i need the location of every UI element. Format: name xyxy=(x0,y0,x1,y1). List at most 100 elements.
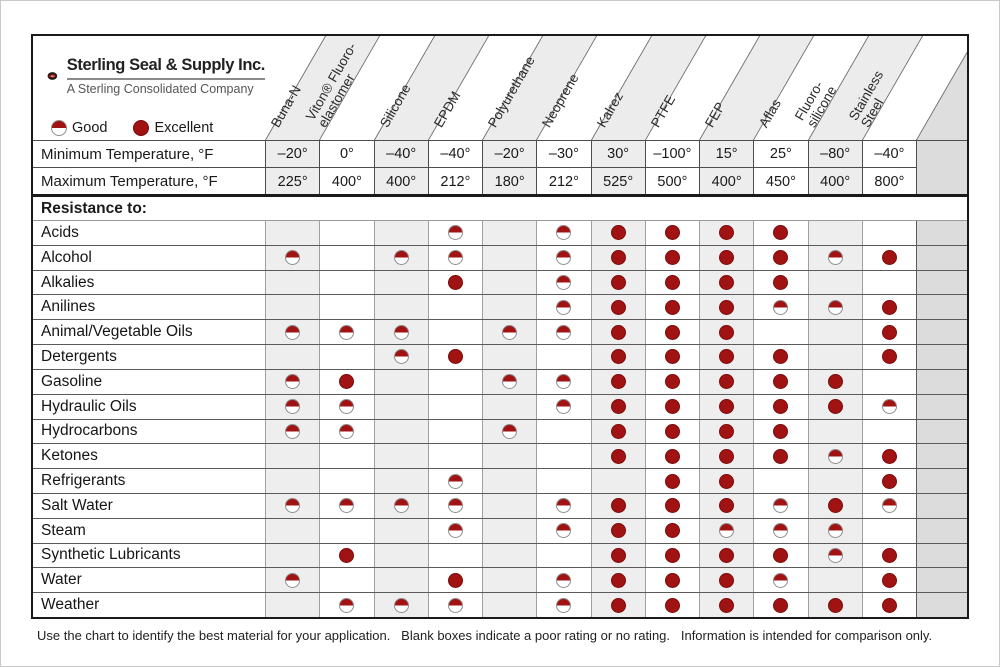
rating-cell xyxy=(644,419,699,444)
rating-cell xyxy=(319,245,374,270)
excellent-mark-icon xyxy=(664,572,680,588)
brand-title: Sterling Seal & Supply Inc. xyxy=(66,56,265,80)
excellent-mark-icon xyxy=(719,572,735,588)
rating-cell xyxy=(699,295,754,320)
temp-value-cell: 500° xyxy=(644,168,699,195)
excellent-mark-icon xyxy=(610,349,626,365)
good-mark-icon xyxy=(339,498,355,514)
excellent-mark-icon xyxy=(773,399,789,415)
excellent-mark-icon xyxy=(773,547,789,563)
right-gray-strip xyxy=(916,168,967,195)
temp-value-cell: 400° xyxy=(319,168,374,195)
good-mark-icon xyxy=(447,225,463,241)
rating-cell xyxy=(319,345,374,369)
excellent-mark-icon xyxy=(881,250,897,266)
rating-cell xyxy=(427,469,482,493)
temp-value-cell: –40° xyxy=(861,141,916,168)
rating-cell xyxy=(319,369,374,394)
brand-tagline: A Sterling Consolidated Company xyxy=(66,82,254,96)
svg-text:SSS: SSS xyxy=(51,76,56,78)
temp-value-cell: –20° xyxy=(482,141,537,168)
good-mark-icon xyxy=(339,399,355,415)
rating-cell xyxy=(536,221,591,245)
rating-cell xyxy=(807,345,862,369)
rating-cell xyxy=(807,444,862,469)
rating-cell xyxy=(373,369,428,394)
excellent-mark-icon xyxy=(773,250,789,266)
row-label: Animal/Vegetable Oils xyxy=(33,320,265,345)
table-row: Steam xyxy=(33,518,967,544)
table-row: Ketones xyxy=(33,444,967,470)
rating-cell xyxy=(265,543,320,568)
excellent-mark-icon xyxy=(719,349,735,365)
excellent-mark-icon xyxy=(881,448,897,464)
rating-cell xyxy=(699,270,754,295)
rating-cell xyxy=(644,320,699,345)
rating-cell xyxy=(590,369,645,394)
temp-value-cell: –80° xyxy=(807,141,862,168)
row-label: Acids xyxy=(33,221,265,245)
rating-cell xyxy=(482,345,537,369)
rating-cell xyxy=(536,320,591,345)
excellent-mark-icon xyxy=(881,547,897,563)
excellent-mark-icon xyxy=(827,399,843,415)
rating-cell xyxy=(427,369,482,394)
temp-value-cell: 400° xyxy=(807,168,862,195)
good-mark-icon xyxy=(556,523,572,539)
rating-cell xyxy=(753,245,808,270)
good-mark-icon xyxy=(881,498,897,514)
rating-cell xyxy=(427,543,482,568)
excellent-mark-icon xyxy=(664,547,680,563)
excellent-mark-icon xyxy=(664,324,680,340)
rating-cell xyxy=(427,593,482,617)
rating-cell xyxy=(265,518,320,543)
excellent-mark-icon xyxy=(773,597,789,613)
excellent-mark-icon xyxy=(664,523,680,539)
excellent-mark-icon xyxy=(664,597,680,613)
table-row: Detergents xyxy=(33,345,967,370)
table-row: Gasoline xyxy=(33,369,967,395)
rating-cell xyxy=(699,221,754,245)
excellent-mark-icon xyxy=(719,275,735,291)
good-mark-icon xyxy=(285,423,301,439)
table-row: Hydraulic Oils xyxy=(33,394,967,420)
rating-cell xyxy=(373,493,428,518)
rating-cell xyxy=(644,345,699,369)
excellent-mark-icon xyxy=(664,250,680,266)
excellent-mark-icon xyxy=(827,597,843,613)
excellent-mark-icon xyxy=(610,250,626,266)
rating-cell xyxy=(753,593,808,617)
rating-cell xyxy=(753,270,808,295)
rating-cell xyxy=(699,369,754,394)
rating-cell xyxy=(482,593,537,617)
rating-cell xyxy=(319,568,374,593)
rating-cell xyxy=(807,518,862,543)
rating-cell xyxy=(861,518,916,543)
right-gray-strip xyxy=(916,493,967,518)
excellent-mark-icon xyxy=(610,448,626,464)
rating-cell xyxy=(373,295,428,320)
rating-cell xyxy=(699,444,754,469)
excellent-mark-icon xyxy=(773,349,789,365)
resistance-table: Acids Alcohol Alkalies Anilines Animal/Veget… xyxy=(33,221,967,617)
good-mark-icon xyxy=(285,572,301,588)
excellent-mark-icon xyxy=(881,299,897,315)
row-label: Anilines xyxy=(33,295,265,320)
excellent-mark-icon xyxy=(610,374,626,390)
good-mark-icon xyxy=(773,523,789,539)
good-mark-icon xyxy=(339,423,355,439)
excellent-mark-icon xyxy=(773,225,789,241)
rating-cell xyxy=(807,394,862,419)
excellent-mark-icon xyxy=(881,473,897,489)
rating-cell xyxy=(807,270,862,295)
rating-cell xyxy=(373,469,428,493)
right-gray-strip xyxy=(916,394,967,419)
rating-cell xyxy=(482,568,537,593)
rating-cell xyxy=(482,320,537,345)
good-mark-icon xyxy=(556,225,572,241)
good-mark-icon xyxy=(556,374,572,390)
rating-cell xyxy=(644,518,699,543)
excellent-mark-icon xyxy=(881,572,897,588)
table-row: Refrigerants xyxy=(33,469,967,494)
rating-cell xyxy=(753,444,808,469)
